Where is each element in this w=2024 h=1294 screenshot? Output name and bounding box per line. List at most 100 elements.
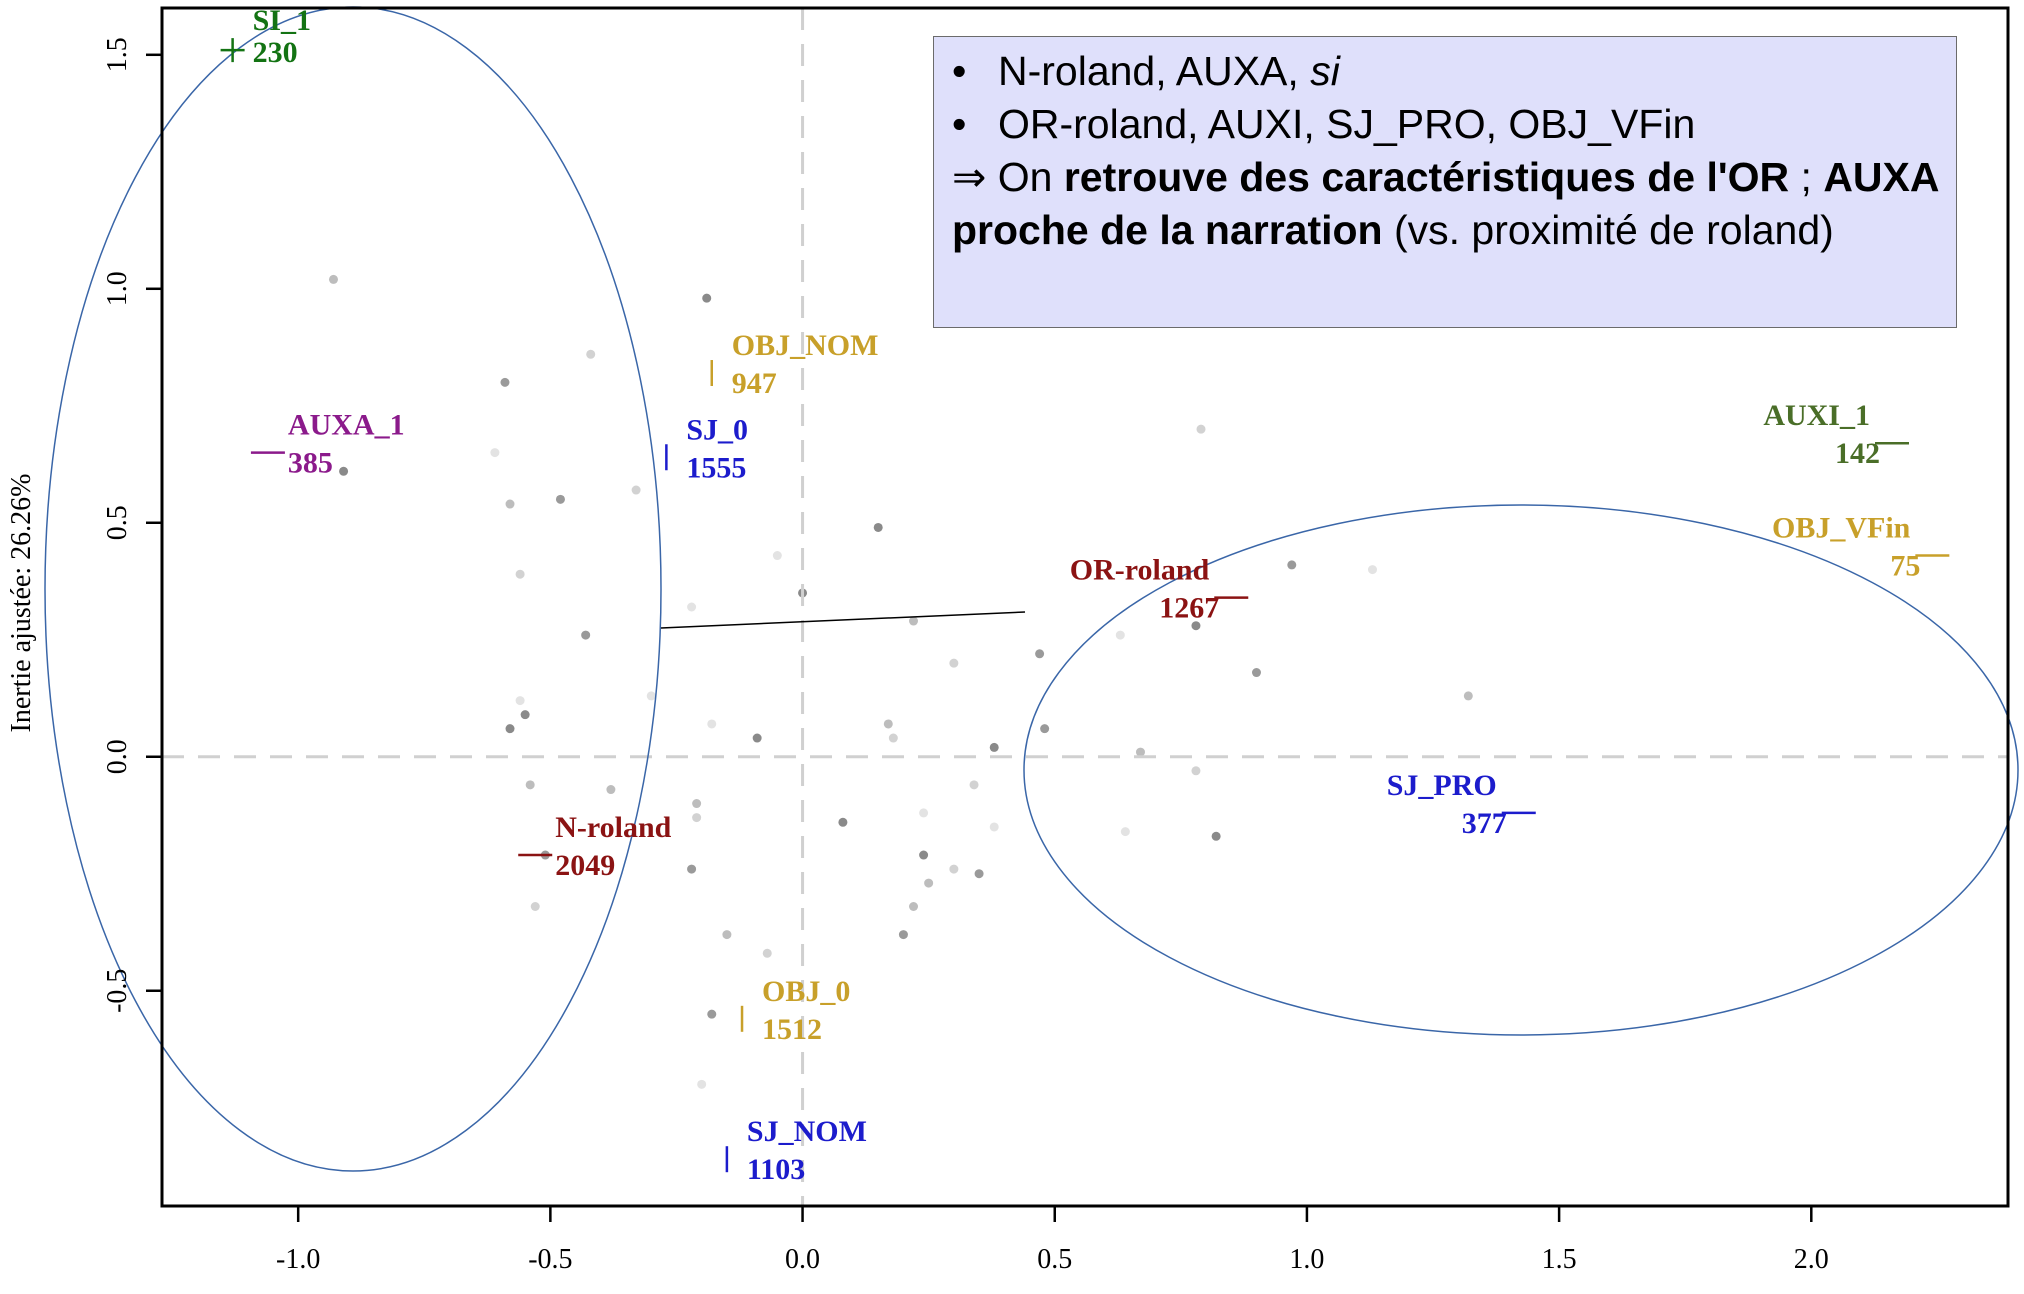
background-point: [969, 780, 979, 790]
background-point: [1287, 560, 1297, 570]
point-name-label: AUXI_1: [1763, 399, 1870, 432]
bullet-1-text: N-roland, AUXA,: [998, 48, 1311, 94]
background-point: [919, 808, 929, 818]
annotation-conclusion: ⇒ On retrouve des caractéristiques de l'…: [952, 154, 1938, 253]
background-point: [581, 630, 591, 640]
y-tick-label: 1.5: [102, 37, 133, 72]
x-tick-label: 0.0: [785, 1244, 820, 1275]
y-tick-label: 0.5: [102, 505, 133, 540]
background-point: [339, 466, 349, 476]
conclusion-bold-2: AUXA proche de la narration: [952, 154, 1938, 253]
background-point: [752, 733, 762, 743]
point-name-label: OBJ_VFin: [1772, 512, 1911, 545]
labeled-point: OBJ_VFin 75: [1772, 512, 1950, 583]
background-point: [1211, 831, 1221, 841]
background-point: [1040, 724, 1050, 734]
labeled-point: SJ_PRO 377: [1387, 769, 1536, 840]
background-point: [909, 616, 919, 626]
labeled-point: AUXI_1 142: [1763, 399, 1909, 470]
background-point: [702, 293, 712, 303]
point-count-label: 1555: [686, 451, 746, 484]
x-tick-label: -0.5: [528, 1244, 572, 1275]
labeled-point: OBJ_0 1512: [740, 975, 850, 1046]
point-count-label: 230: [253, 36, 298, 69]
background-point: [909, 902, 919, 911]
y-tick-label: -0.5: [102, 969, 133, 1013]
background-point: [606, 785, 616, 795]
background-point: [631, 485, 641, 495]
labeled-point: AUXA_1 385: [250, 409, 405, 480]
background-point: [919, 850, 929, 860]
y-tick-label: 1.0: [102, 271, 133, 306]
background-point: [687, 864, 697, 874]
background-point: [974, 869, 984, 879]
bullet-1-italic: si: [1310, 48, 1340, 94]
background-point: [692, 813, 702, 823]
background-point: [873, 522, 883, 532]
background-point: [328, 274, 338, 284]
point-count-label: 2049: [555, 849, 615, 882]
conclusion-arrow: ⇒ On: [952, 154, 1064, 200]
point-name-label: OBJ_NOM: [732, 329, 879, 362]
point-count-label: 1267: [1159, 592, 1219, 625]
background-point: [722, 930, 732, 940]
background-point: [1251, 668, 1261, 678]
background-point: [1463, 691, 1473, 701]
labeled-point: OBJ_NOM 947: [710, 329, 879, 400]
background-point: [707, 1009, 717, 1019]
conclusion-bold-1: retrouve des caractéristiques de l'OR: [1063, 154, 1790, 200]
background-point: [949, 864, 959, 874]
background-point: [505, 499, 515, 509]
background-point: [697, 1079, 707, 1089]
axes: -1.0 -0.5 0.0 0.5 1.0 1.5 2.0 -0.5 0.0 0.5 1.0 1.5: [102, 6, 2010, 1275]
x-tick-label: 2.0: [1794, 1244, 1829, 1275]
background-point: [515, 569, 525, 579]
background-point: [1115, 630, 1125, 640]
point-name-label: SJ_0: [686, 413, 748, 446]
background-point: [898, 930, 908, 940]
y-tick-label: 0.0: [102, 739, 133, 774]
point-name-label: SJ_NOM: [747, 1115, 867, 1148]
background-point: [772, 551, 782, 561]
background-point: [490, 448, 500, 458]
point-count-label: 385: [288, 447, 333, 480]
annotation-bullet-2: • OR-roland, AUXI, SJ_PRO, OBJ_VFin: [952, 101, 1696, 147]
annotation-bullet-1: • N-roland, AUXA, si: [952, 48, 1340, 94]
background-point: [949, 658, 959, 668]
point-name-label: SI_1: [253, 4, 311, 37]
y-axis-label: Inertie ajustée: 26.26%: [6, 474, 37, 733]
plot-frame: [160, 6, 2010, 1208]
background-point: [1191, 766, 1201, 776]
bullet-2-text: OR-roland, AUXI, SJ_PRO, OBJ_VFin: [998, 101, 1696, 147]
labeled-point: SJ_NOM 1103: [725, 1115, 867, 1186]
background-point: [1035, 649, 1045, 659]
background-point: [520, 710, 530, 720]
background-point: [888, 733, 898, 743]
point-count-label: 75: [1890, 550, 1920, 583]
background-point: [924, 878, 934, 888]
point-count-label: 947: [732, 367, 777, 400]
background-point: [1135, 747, 1145, 757]
background-point: [1120, 827, 1130, 837]
point-count-label: 142: [1835, 437, 1880, 470]
labeled-point: SJ_0 1555: [665, 413, 748, 484]
background-point: [515, 696, 525, 706]
background-point: [505, 724, 515, 734]
right-group-ellipse: [1023, 504, 2019, 1036]
background-point: [989, 822, 999, 832]
x-tick-label: 0.5: [1037, 1244, 1072, 1275]
background-points: [328, 274, 1473, 1089]
x-tick-label: 1.0: [1289, 1244, 1324, 1275]
point-count-label: 377: [1462, 807, 1507, 840]
x-tick-label: -1.0: [276, 1244, 320, 1275]
point-count-label: 1103: [747, 1153, 805, 1186]
x-tick-label: 1.5: [1542, 1244, 1577, 1275]
labeled-point: N-roland 2049: [518, 811, 672, 882]
point-count-label: 1512: [762, 1013, 822, 1046]
labeled-point: OR-roland 1267: [1070, 554, 1249, 625]
background-point: [555, 494, 565, 504]
reference-lines: [162, 8, 2008, 1206]
background-point: [707, 719, 717, 729]
